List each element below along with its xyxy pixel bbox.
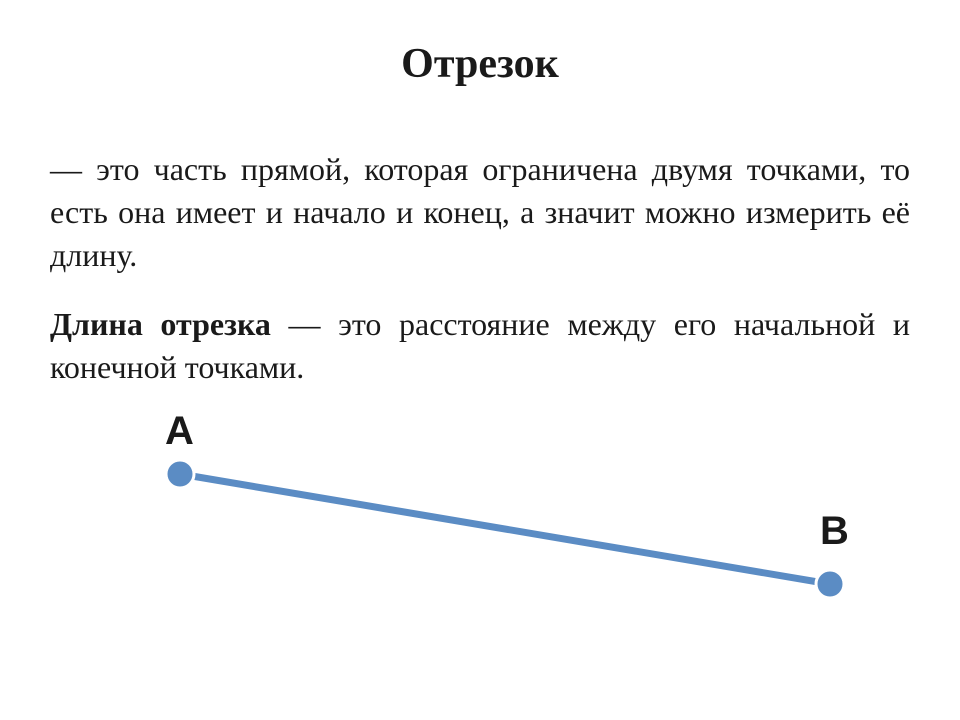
length-term: Длина отрезка (50, 306, 271, 342)
page-title: Отрезок (50, 40, 910, 88)
point-b-label: B (820, 509, 849, 554)
length-paragraph: Длина отрезка — это расстояние между его… (50, 303, 910, 389)
definition-paragraph: — это часть прямой, которая ограничена д… (50, 148, 910, 278)
point-a-label: A (165, 409, 194, 454)
segment-diagram: A B (50, 399, 910, 659)
